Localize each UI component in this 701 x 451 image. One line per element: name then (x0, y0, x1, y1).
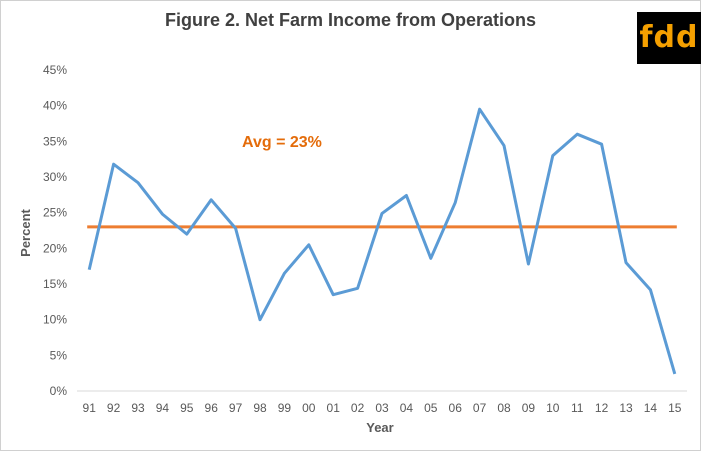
x-axis-title: Year (366, 420, 393, 435)
y-axis-title: Percent (18, 208, 33, 256)
x-tick-label: 10 (546, 401, 560, 415)
x-tick-label: 93 (131, 401, 145, 415)
series-line (87, 107, 677, 375)
chart-title: Figure 2. Net Farm Income from Operation… (164, 10, 537, 30)
y-axis-ticks: 0% 5% 10% 15% 20% 25% 30% 35% 40% 45% (43, 63, 67, 398)
x-tick-label: 95 (180, 401, 194, 415)
x-tick-label: 02 (351, 401, 365, 415)
x-tick-label: 06 (449, 401, 463, 415)
x-tick-label: 14 (644, 401, 658, 415)
fdd-logo: fdd (637, 12, 701, 64)
y-tick-label: 10% (43, 313, 67, 327)
x-tick-label: 97 (229, 401, 243, 415)
x-tick-label: 03 (375, 401, 389, 415)
logo-text: fdd (639, 20, 699, 55)
x-tick-label: 96 (205, 401, 219, 415)
y-tick-label: 20% (43, 241, 67, 255)
average-label: Avg = 23% (242, 134, 322, 151)
x-tick-label: 91 (83, 401, 97, 415)
y-tick-label: 0% (50, 384, 68, 398)
y-tick-label: 35% (43, 134, 67, 148)
x-tick-label: 05 (424, 401, 438, 415)
x-tick-label: 13 (619, 401, 633, 415)
x-tick-label: 11 (571, 401, 584, 415)
x-tick-label: 09 (522, 401, 536, 415)
y-tick-label: 30% (43, 170, 67, 184)
x-tick-label: 00 (302, 401, 316, 415)
x-tick-label: 07 (473, 401, 487, 415)
y-tick-label: 45% (43, 63, 67, 77)
y-tick-label: 25% (43, 206, 67, 220)
x-tick-label: 04 (400, 401, 414, 415)
x-tick-label: 08 (497, 401, 511, 415)
x-tick-label: 94 (156, 401, 170, 415)
y-tick-label: 5% (50, 348, 68, 362)
x-tick-label: 92 (107, 401, 121, 415)
y-tick-label: 15% (43, 277, 67, 291)
x-tick-label: 12 (595, 401, 609, 415)
x-tick-label: 15 (668, 401, 682, 415)
x-axis-ticks: 91 92 93 94 95 96 97 98 99 00 01 02 03 04 05 06 07 08 09 10… (83, 401, 682, 415)
x-tick-label: 99 (278, 401, 292, 415)
y-tick-label: 40% (43, 99, 67, 113)
x-tick-label: 98 (253, 401, 267, 415)
x-tick-label: 01 (327, 401, 341, 415)
